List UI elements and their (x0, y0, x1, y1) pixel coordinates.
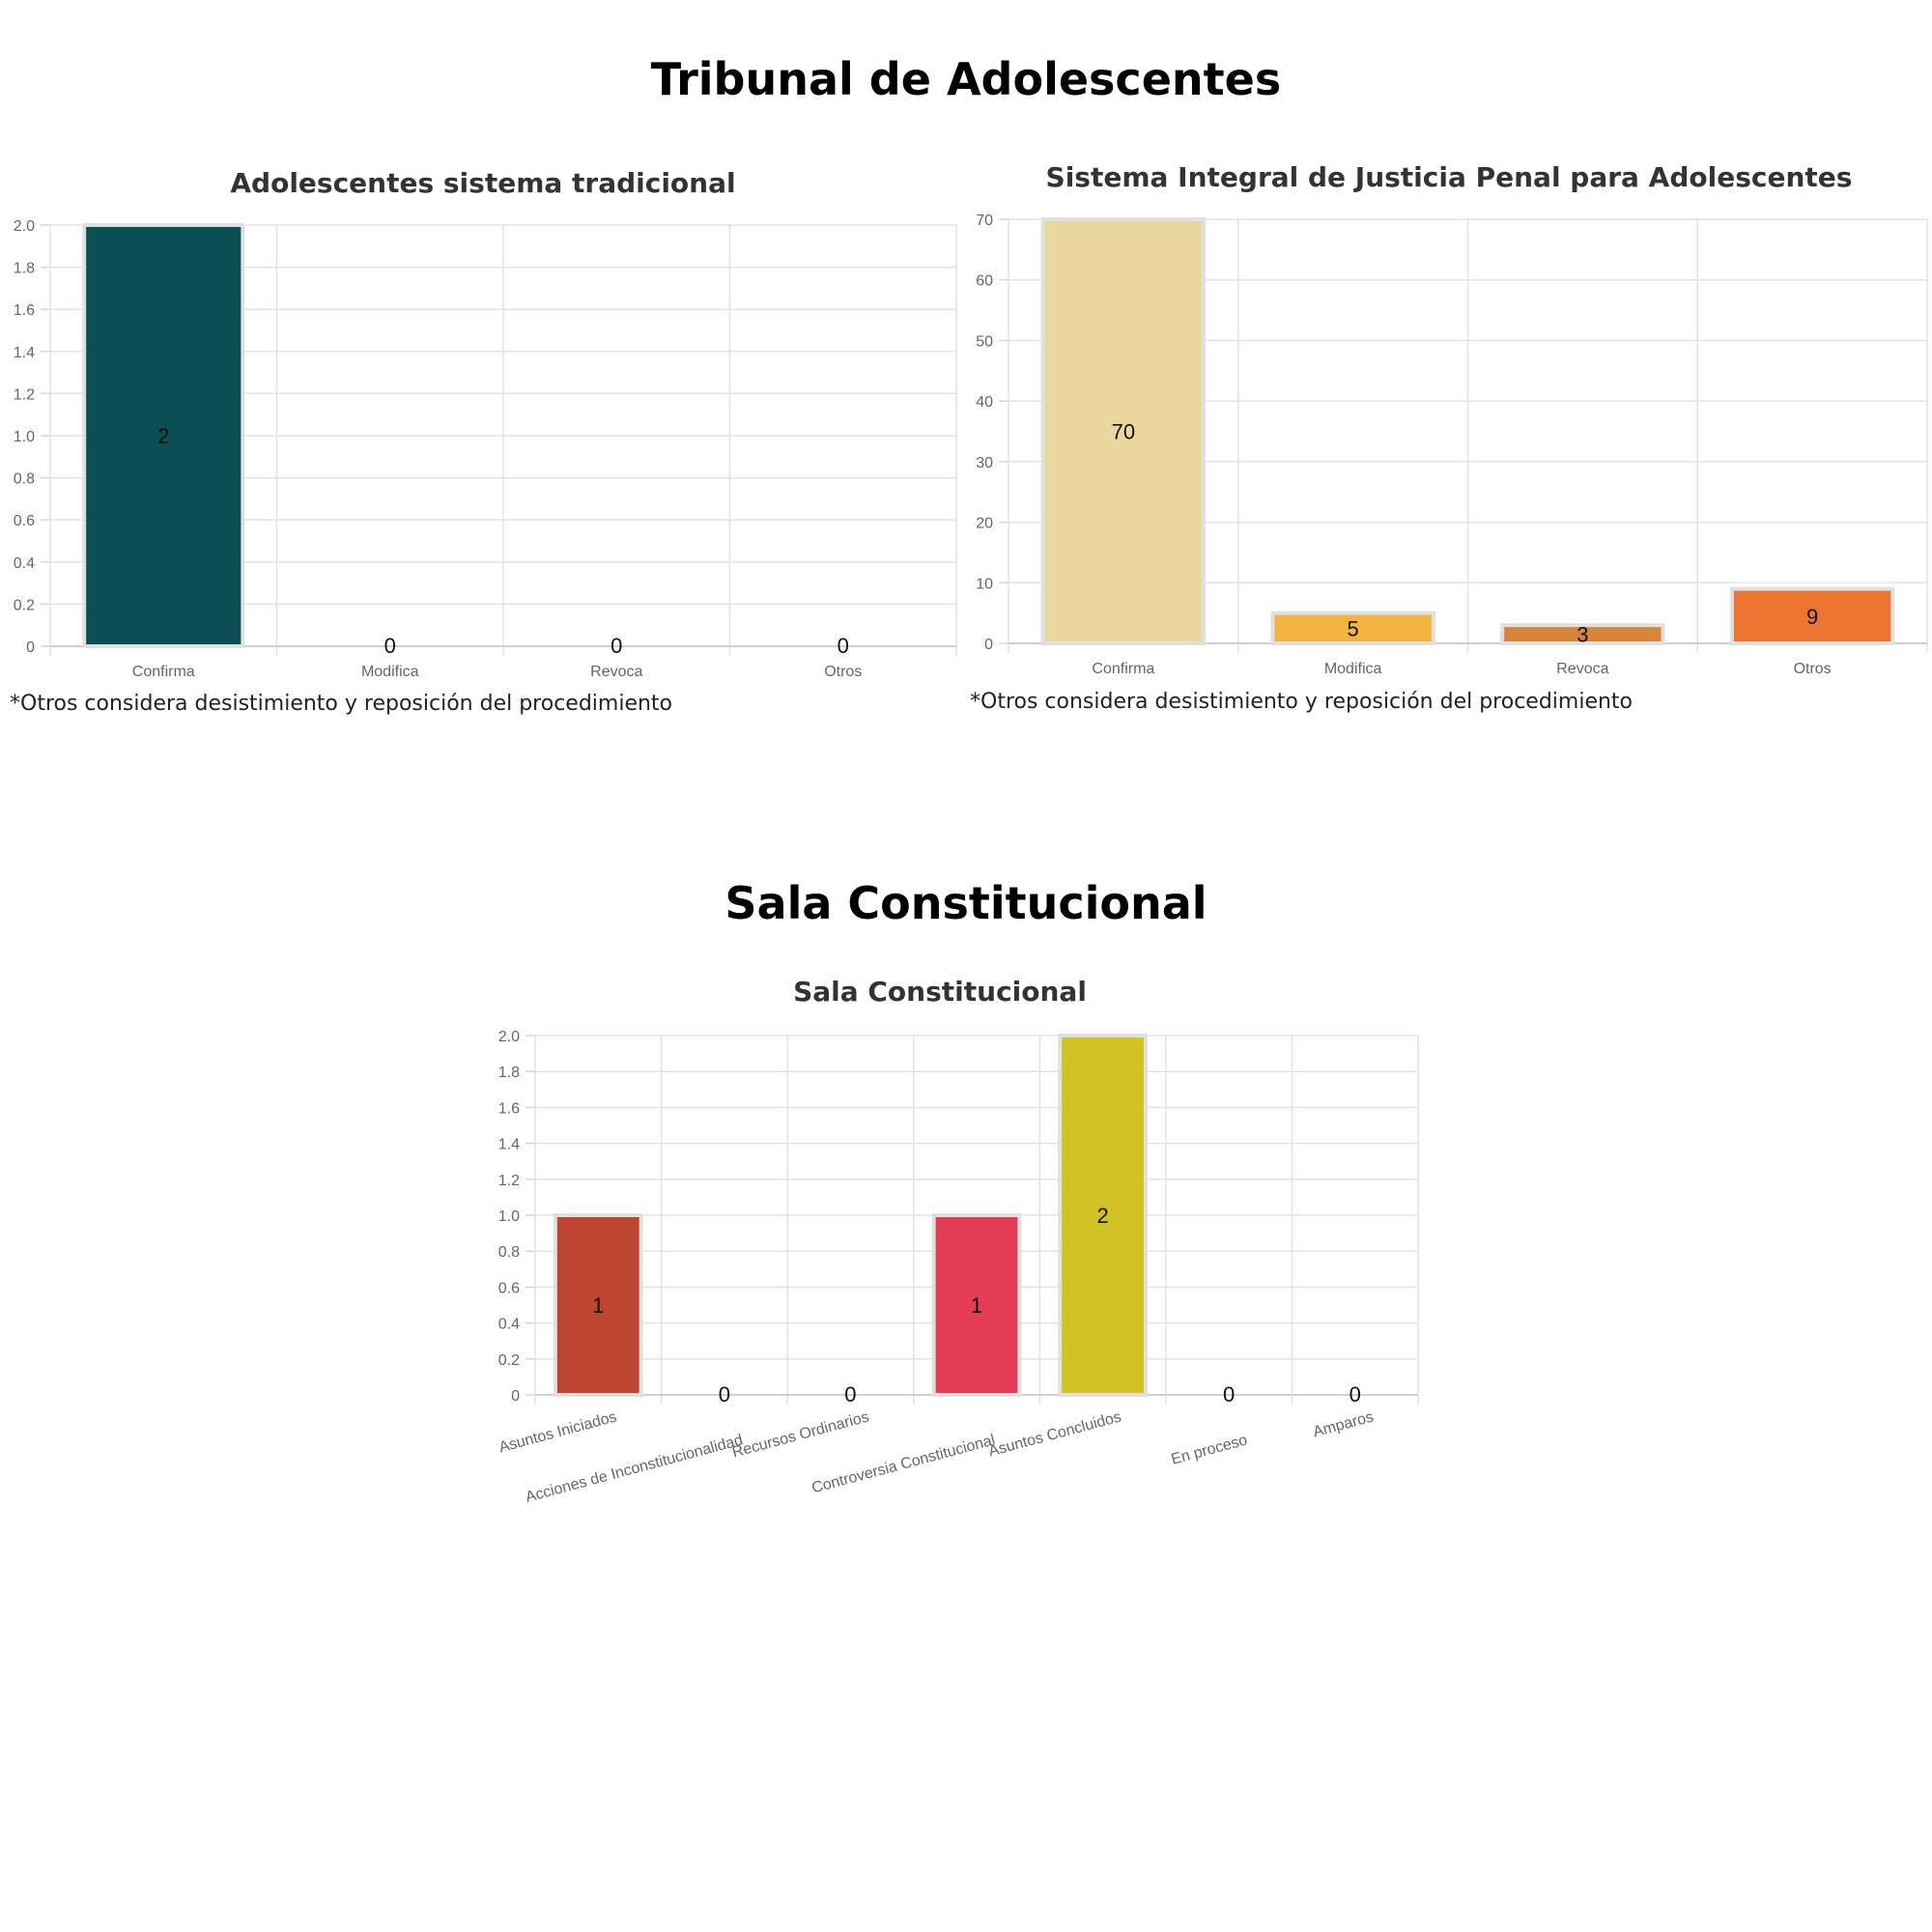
tradicional-y-tick-label: 2.0 (14, 218, 35, 235)
integral-bar-2 (1500, 623, 1665, 646)
integral-x-tick-label: Modifica (1324, 661, 1382, 677)
integral-x-tick-label: Revoca (1556, 661, 1608, 677)
integral-y-tick-label: 60 (976, 273, 993, 290)
sala-x-tick-label: En proceso (1170, 1432, 1250, 1467)
tradicional-bar-0 (82, 223, 245, 648)
integral-value-label-2: 3 (1577, 623, 1588, 647)
tradicional-y-tick-label: 0.4 (14, 555, 35, 572)
tradicional-y-tick-label: 1.6 (14, 302, 35, 319)
tradicional-value-label-2: 0 (611, 634, 622, 658)
tradicional-y-tick-label: 0.8 (14, 471, 35, 488)
integral-y-tick-label: 0 (984, 637, 993, 653)
chart-title-integral: Sistema Integral de Justicia Penal para … (1045, 161, 1853, 193)
sala-x-tick-label: Asuntos Concluidos (987, 1408, 1123, 1460)
sala-y-tick-label: 1.2 (498, 1173, 520, 1189)
sala-value-label-0: 1 (592, 1293, 604, 1318)
sala-x-tick-label: Amparos (1312, 1408, 1376, 1440)
integral-y-tick-label: 10 (976, 576, 993, 592)
sala-y-tick-label: 1.0 (498, 1208, 520, 1225)
footnote-tradicional: *Otros considera desistimiento y reposic… (10, 692, 673, 716)
sala-bar-3 (931, 1213, 1022, 1397)
integral-x-tick-label: Confirma (1092, 661, 1154, 677)
chart-title-tradicional: Adolescentes sistema tradicional (230, 167, 736, 199)
tradicional-x-tick-label: Modifica (361, 664, 419, 680)
sala-y-tick-label: 1.6 (498, 1100, 520, 1117)
integral-y-tick-label: 70 (976, 213, 993, 229)
sala-value-label-2: 0 (844, 1382, 856, 1406)
sala-value-label-4: 2 (1096, 1204, 1108, 1228)
sala-bar-0 (553, 1213, 643, 1397)
integral-bar-3 (1729, 586, 1895, 645)
integral-y-tick-label: 40 (976, 394, 993, 411)
tradicional-x-tick-label: Revoca (590, 664, 642, 680)
tradicional-y-tick-label: 1.2 (14, 386, 35, 403)
sala-value-label-1: 0 (719, 1382, 730, 1406)
chart-title-sala: Sala Constitucional (793, 976, 1087, 1008)
integral-y-tick-label: 20 (976, 516, 993, 532)
integral-value-label-0: 70 (1112, 420, 1135, 444)
tradicional-value-label-0: 2 (157, 424, 169, 448)
sala-x-tick-label: Acciones de Inconstitucionalidad (524, 1432, 745, 1506)
integral-y-tick-label: 30 (976, 455, 993, 471)
sala-x-tick-label: Recursos Ordinarios (730, 1408, 870, 1461)
integral-bar-0 (1040, 217, 1207, 645)
tradicional-y-tick-label: 1.0 (14, 429, 35, 445)
integral-y-tick-label: 50 (976, 333, 993, 350)
sala-y-tick-label: 0.8 (498, 1244, 520, 1261)
sala-x-tick-label: Controversia Constitucional (810, 1432, 997, 1496)
tradicional-y-tick-label: 0.2 (14, 597, 35, 613)
tradicional-y-tick-label: 1.8 (14, 261, 35, 277)
footnote-integral: *Otros considera desistimiento y reposic… (970, 690, 1634, 714)
sala-y-tick-label: 0.2 (498, 1352, 520, 1369)
sala-value-label-5: 0 (1223, 1382, 1235, 1406)
tradicional-y-tick-label: 0.6 (14, 513, 35, 529)
sala-y-tick-label: 0 (511, 1388, 520, 1405)
sala-y-tick-label: 2.0 (498, 1029, 520, 1045)
integral-x-tick-label: Otros (1794, 661, 1832, 677)
tradicional-y-tick-label: 1.4 (14, 345, 35, 361)
integral-bar-1 (1270, 611, 1435, 646)
sala-x-tick-label: Asuntos Iniciados (497, 1408, 619, 1456)
sala-value-label-6: 0 (1350, 1382, 1361, 1406)
tradicional-y-tick-label: 0 (26, 639, 35, 656)
tradicional-x-tick-label: Otros (824, 664, 862, 680)
section-title-tribunal: Tribunal de Adolescentes (650, 53, 1282, 105)
sala-value-label-3: 1 (971, 1293, 982, 1318)
integral-value-label-3: 9 (1806, 605, 1818, 629)
sala-bar-4 (1058, 1034, 1148, 1397)
section-title-sala: Sala Constitucional (724, 877, 1208, 929)
sala-y-tick-label: 0.6 (498, 1280, 520, 1296)
tradicional-value-label-1: 0 (384, 634, 396, 658)
tradicional-value-label-3: 0 (838, 634, 849, 658)
sala-y-tick-label: 0.4 (498, 1317, 520, 1333)
sala-y-tick-label: 1.4 (498, 1137, 520, 1153)
integral-value-label-1: 5 (1348, 616, 1359, 640)
tradicional-x-tick-label: Confirma (132, 664, 195, 680)
sala-y-tick-label: 1.8 (498, 1065, 520, 1081)
